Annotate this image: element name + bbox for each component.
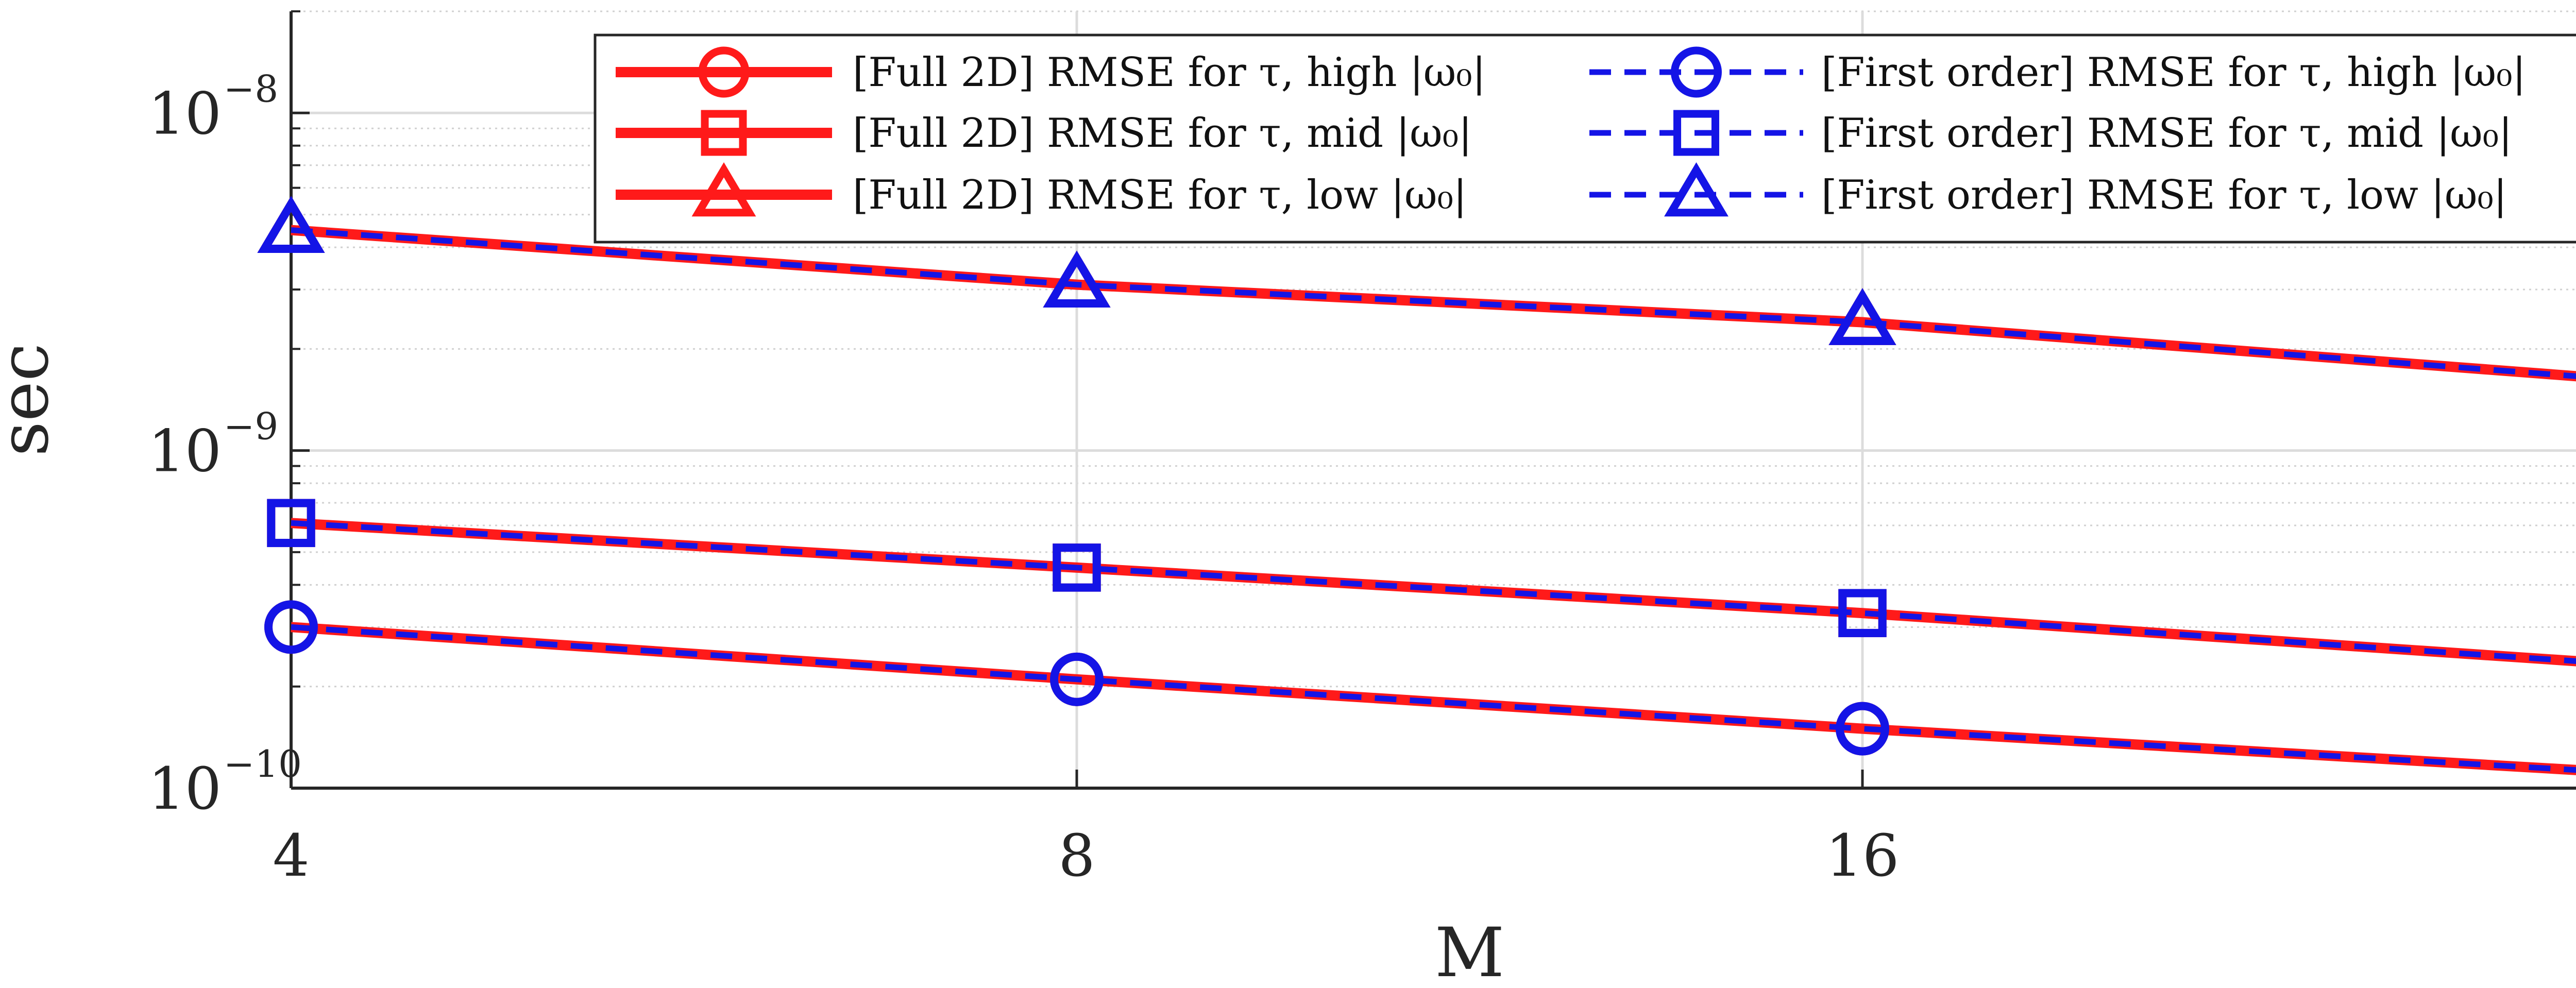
y-tick-label: 10 bbox=[148, 80, 222, 147]
plot-series bbox=[257, 196, 2576, 775]
series-line-first-low bbox=[291, 227, 2576, 379]
y-axis-title: sec bbox=[0, 343, 64, 456]
data-point-first-mid bbox=[1838, 589, 1887, 637]
legend-label-first-mid: [First order] RMSE for τ, mid |ω₀| bbox=[1821, 110, 2512, 157]
data-point-first-low bbox=[1043, 250, 1111, 308]
y-tick-exponent: −8 bbox=[224, 67, 278, 110]
y-tick-exponent: −9 bbox=[224, 405, 278, 448]
legend-item-full-high: [Full 2D] RMSE for τ, high |ω₀| bbox=[616, 46, 1486, 98]
legend-item-full-low: [Full 2D] RMSE for τ, low |ω₀| bbox=[616, 162, 1467, 218]
series-line-first-high bbox=[291, 624, 2576, 773]
x-tick-label: 8 bbox=[1058, 823, 1095, 890]
y-tick-base: 10 bbox=[148, 756, 222, 823]
data-point-first-low bbox=[257, 196, 325, 253]
series-first-low bbox=[257, 196, 2576, 379]
legend-box bbox=[594, 33, 2576, 244]
legend-item-first-high: [First order] RMSE for τ, high |ω₀| bbox=[1589, 46, 2526, 98]
legend-item-full-mid: [Full 2D] RMSE for τ, mid |ω₀| bbox=[616, 110, 1472, 157]
x-tick-label: 4 bbox=[273, 823, 309, 890]
data-point-first-low bbox=[1828, 288, 1896, 345]
x-tick-label: 16 bbox=[1826, 823, 1900, 890]
legend-label-first-low: [First order] RMSE for τ, low |ω₀| bbox=[1821, 172, 2507, 218]
y-tick-label: 10 bbox=[148, 418, 222, 485]
data-point-first-high bbox=[264, 600, 318, 654]
legend-marker-first-high bbox=[1671, 46, 1722, 98]
legend-marker-full-high bbox=[698, 46, 750, 98]
legend-label-full-mid: [Full 2D] RMSE for τ, mid |ω₀| bbox=[853, 110, 1472, 157]
data-point-first-high bbox=[1050, 652, 1104, 706]
x-axis-title: M bbox=[1435, 913, 1504, 988]
data-point-first-mid bbox=[1053, 543, 1101, 592]
legend-label-full-high: [Full 2D] RMSE for τ, high |ω₀| bbox=[853, 49, 1486, 96]
legend-item-first-mid: [First order] RMSE for τ, mid |ω₀| bbox=[1589, 110, 2512, 157]
legend-item-first-low: [First order] RMSE for τ, low |ω₀| bbox=[1589, 162, 2507, 218]
legend: [Full 2D] RMSE for τ, high |ω₀| [Full 2D]… bbox=[594, 33, 2576, 244]
legend-marker-first-low bbox=[1664, 162, 1728, 217]
data-point-first-high bbox=[1836, 702, 1889, 756]
legend-marker-full-low bbox=[691, 162, 756, 217]
legend-marker-first-mid bbox=[1673, 110, 1719, 156]
legend-label-first-high: [First order] RMSE for τ, high |ω₀| bbox=[1821, 49, 2526, 96]
legend-marker-full-mid bbox=[701, 110, 747, 156]
series-first-high bbox=[264, 600, 2576, 773]
data-point-first-mid bbox=[267, 499, 315, 548]
y-tick-base: 10 bbox=[148, 418, 222, 485]
series-first-mid bbox=[267, 499, 2576, 664]
y-tick-base: 10 bbox=[148, 80, 222, 147]
legend-label-full-low: [Full 2D] RMSE for τ, low |ω₀| bbox=[853, 172, 1467, 218]
series-line-first-mid bbox=[291, 520, 2576, 664]
y-tick-label: 10 bbox=[148, 756, 222, 823]
y-tick-exponent: −10 bbox=[224, 742, 302, 786]
